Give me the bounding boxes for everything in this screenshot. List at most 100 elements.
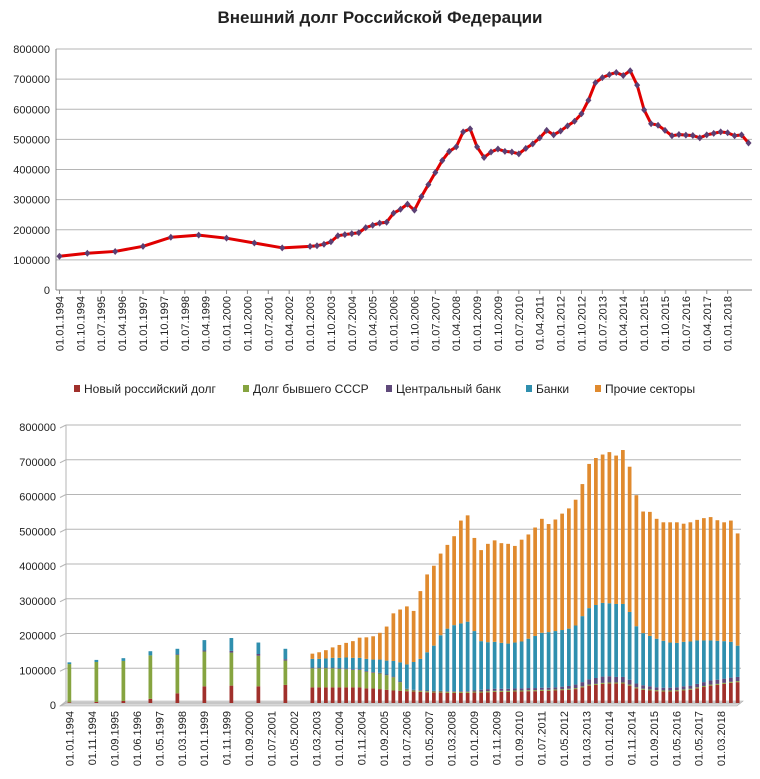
bar-segment — [546, 687, 551, 690]
bar-segment — [715, 679, 720, 684]
gridline-bevel — [59, 598, 67, 603]
bar-segment — [654, 690, 659, 692]
bar-segment — [438, 635, 443, 691]
bar-segment — [560, 689, 564, 691]
x-tick-label: 01.10.2006 — [409, 296, 421, 351]
x-tick-label: 01.03.1998 — [177, 711, 189, 766]
data-point — [543, 126, 550, 134]
bar-segment — [371, 688, 375, 703]
bar-segment — [614, 683, 618, 703]
chart-title: Внешний долг Российской Федерации — [217, 8, 543, 27]
x-tick-label: 01.05.2007 — [424, 711, 436, 766]
bar-segment — [398, 682, 402, 691]
bar-segment — [634, 687, 639, 689]
data-point — [745, 139, 752, 147]
bar-segment — [526, 688, 531, 691]
bar-segment — [661, 690, 666, 692]
bar-segment — [459, 623, 463, 692]
bar-segment — [560, 630, 564, 687]
bar-segment — [411, 661, 416, 690]
bar-segment — [229, 652, 234, 686]
gridline-bevel — [59, 667, 67, 672]
bar-segment — [337, 668, 342, 688]
bar-segment — [452, 692, 456, 703]
bar-segment — [519, 688, 524, 691]
data-point — [307, 242, 314, 250]
bar-segment — [546, 632, 551, 688]
bar-segment — [519, 641, 524, 689]
bar-segment — [513, 642, 517, 689]
bar-segment — [553, 689, 558, 691]
bar-segment — [681, 689, 686, 691]
y-tick-label: 500000 — [19, 526, 56, 538]
bar-segment — [526, 534, 531, 639]
bar-segment — [587, 608, 591, 680]
bar-segment — [121, 700, 126, 703]
bar-segment — [506, 543, 510, 644]
data-point — [112, 247, 119, 255]
data-point — [411, 206, 418, 214]
bar-segment — [708, 680, 713, 685]
y-tick-label: 800000 — [19, 422, 56, 434]
bar-segment — [688, 522, 693, 642]
bar-segment — [695, 688, 699, 703]
bar-segment — [614, 603, 618, 677]
bar-segment — [688, 685, 693, 689]
bar-segment — [357, 657, 362, 670]
bar-segment — [344, 668, 348, 670]
data-point — [167, 233, 174, 241]
bar-segment — [202, 650, 207, 652]
bar-segment — [533, 635, 537, 689]
bar-segment — [654, 518, 659, 639]
data-point — [390, 209, 397, 217]
bar-segment — [459, 691, 463, 693]
bar-segment — [364, 637, 369, 659]
bar-segment — [702, 518, 706, 641]
bar-segment — [324, 667, 328, 669]
y-tick-label: 400000 — [13, 165, 50, 177]
bar-segment — [621, 603, 625, 677]
bar-segment — [256, 655, 261, 687]
bar-segment — [594, 684, 598, 703]
data-point — [627, 67, 634, 75]
bar-segment — [600, 676, 605, 683]
bar-segment — [94, 661, 99, 702]
data-point — [481, 153, 488, 161]
x-tick-label: 01.05.2017 — [694, 711, 706, 766]
bar-segment — [607, 452, 612, 604]
bar-segment — [573, 689, 578, 703]
x-tick-label: 01.01.2009 — [472, 296, 484, 351]
bar-segment — [391, 676, 396, 678]
bar-segment — [540, 689, 544, 691]
bar-segment — [398, 609, 402, 663]
bar-segment — [594, 458, 598, 606]
bar-segment — [391, 660, 396, 677]
bar-segment — [668, 522, 672, 643]
data-point — [508, 148, 515, 156]
bar-segment — [519, 691, 524, 703]
bar-segment — [715, 520, 720, 641]
bar-segment — [499, 543, 504, 643]
bar-segment — [506, 690, 510, 692]
bar-segment — [351, 669, 355, 688]
bar-segment — [324, 687, 328, 703]
bar-segment — [695, 640, 699, 684]
bar-segment — [256, 686, 261, 703]
x-tick-label: 01.09.2000 — [244, 711, 256, 766]
bar-segment — [378, 673, 382, 690]
data-point — [738, 131, 745, 139]
data-point — [397, 205, 404, 213]
bar-segment — [371, 672, 375, 689]
data-point — [432, 169, 439, 177]
bar-segment — [283, 648, 288, 660]
data-point — [668, 132, 675, 140]
data-point — [724, 129, 731, 137]
x-tick-label: 01.11.1994 — [87, 711, 99, 765]
x-tick-label: 01.01.1994 — [64, 711, 76, 766]
x-tick-label: 01.01.2006 — [389, 296, 401, 351]
bar-segment — [324, 668, 328, 688]
bar-segment — [553, 687, 558, 690]
y-tick-label: 100000 — [19, 665, 56, 677]
bar-segment — [121, 658, 126, 661]
